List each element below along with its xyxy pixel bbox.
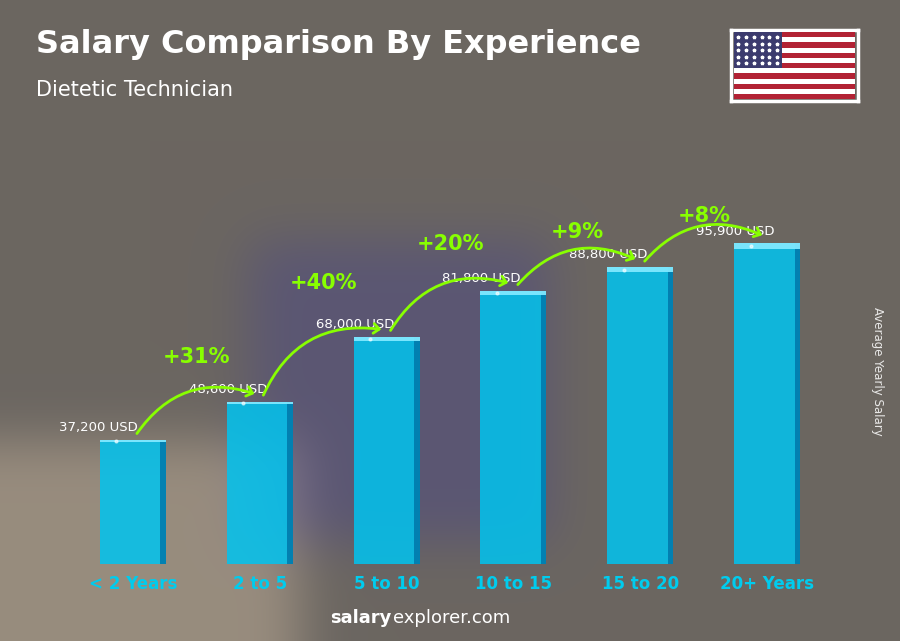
Text: Average Yearly Salary: Average Yearly Salary xyxy=(871,308,884,436)
Bar xyxy=(734,69,855,74)
Bar xyxy=(734,37,855,42)
Bar xyxy=(160,440,166,564)
Text: Salary Comparison By Experience: Salary Comparison By Experience xyxy=(36,29,641,60)
Bar xyxy=(287,401,292,564)
Bar xyxy=(608,267,673,272)
Bar xyxy=(734,32,855,37)
Text: +40%: +40% xyxy=(290,273,357,293)
Bar xyxy=(608,267,673,564)
Bar xyxy=(227,401,292,404)
Bar xyxy=(734,84,855,89)
Bar xyxy=(100,440,166,442)
Text: 68,000 USD: 68,000 USD xyxy=(316,318,394,331)
Text: explorer.com: explorer.com xyxy=(393,609,510,627)
Text: salary: salary xyxy=(330,609,392,627)
Bar xyxy=(734,42,855,47)
Bar xyxy=(734,32,782,69)
Text: 81,800 USD: 81,800 USD xyxy=(443,272,521,285)
Text: 88,800 USD: 88,800 USD xyxy=(570,248,648,262)
Bar xyxy=(354,337,419,564)
Text: 95,900 USD: 95,900 USD xyxy=(697,224,775,238)
Bar xyxy=(734,47,855,53)
Text: 37,200 USD: 37,200 USD xyxy=(59,421,138,434)
Bar xyxy=(734,74,855,79)
Bar xyxy=(734,244,800,564)
Text: +8%: +8% xyxy=(678,206,730,226)
Bar xyxy=(734,63,855,69)
Text: Dietetic Technician: Dietetic Technician xyxy=(36,80,233,100)
Bar xyxy=(734,58,855,63)
Bar xyxy=(354,337,419,341)
Bar xyxy=(668,267,673,564)
Text: 48,600 USD: 48,600 USD xyxy=(189,383,267,395)
Bar xyxy=(734,89,855,94)
Bar xyxy=(481,290,546,564)
Bar xyxy=(734,94,855,99)
Bar xyxy=(795,244,800,564)
Text: +9%: +9% xyxy=(550,222,603,242)
Bar xyxy=(414,337,419,564)
Bar xyxy=(227,401,292,564)
Bar xyxy=(734,53,855,58)
Bar xyxy=(481,290,546,296)
Text: +31%: +31% xyxy=(163,347,230,367)
Bar xyxy=(100,440,166,564)
Bar xyxy=(541,290,546,564)
Bar xyxy=(734,79,855,84)
Bar xyxy=(734,244,800,249)
Text: +20%: +20% xyxy=(417,235,484,254)
